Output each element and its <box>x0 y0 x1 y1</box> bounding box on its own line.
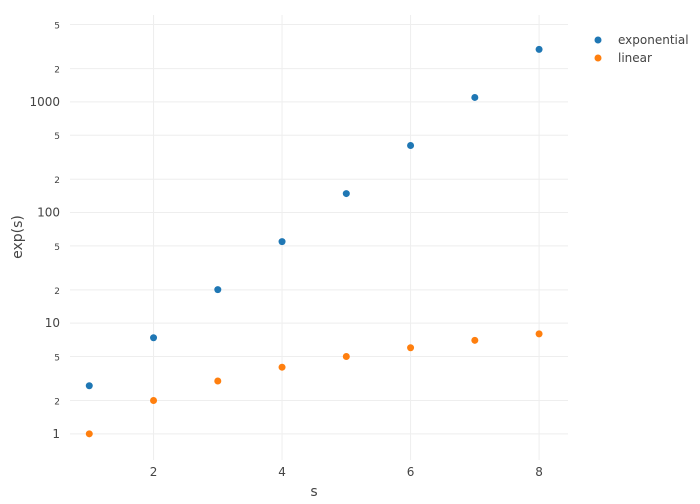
linear-point <box>85 430 93 438</box>
linear-point <box>535 330 543 338</box>
y-tick-label: 1000 <box>29 95 60 109</box>
legend-label-exponential: exponential <box>618 33 689 47</box>
linear-point <box>214 377 222 385</box>
y-tick-label: 2 <box>54 287 60 297</box>
y-axis-label: exp(s) <box>10 215 26 259</box>
linear-point <box>471 336 479 344</box>
linear-point <box>342 352 350 360</box>
exponential-point <box>471 93 479 101</box>
data-points <box>85 45 543 438</box>
exponential-point <box>407 142 415 150</box>
y-tick-labels: 1 2 5 10 2 5 100 2 5 1000 2 5 <box>29 22 60 441</box>
y-tick-label: 10 <box>45 316 60 330</box>
linear-point <box>278 363 286 371</box>
exponential-point <box>535 45 543 53</box>
exponential-point <box>278 238 286 246</box>
gridlines <box>70 15 568 460</box>
legend-label-linear: linear <box>618 51 652 65</box>
x-tick-label: 2 <box>150 465 158 479</box>
exponential-point <box>85 382 93 390</box>
y-tick-label: 100 <box>37 206 60 220</box>
x-axis-label: s <box>310 484 317 500</box>
y-tick-label: 2 <box>54 66 60 76</box>
y-tick-label: 5 <box>54 22 60 32</box>
y-tick-label: 1 <box>52 427 60 441</box>
y-tick-label: 5 <box>54 353 60 363</box>
exponential-point <box>342 190 350 198</box>
y-tick-label: 5 <box>54 132 60 142</box>
x-tick-label: 4 <box>278 465 286 479</box>
legend: exponential linear <box>594 33 689 65</box>
linear-point <box>407 344 415 352</box>
x-tick-label: 8 <box>535 465 543 479</box>
y-tick-label: 2 <box>54 398 60 408</box>
x-tick-label: 6 <box>407 465 415 479</box>
y-tick-label: 5 <box>54 243 60 253</box>
exponential-point <box>150 334 158 342</box>
linear-point <box>150 397 158 405</box>
x-tick-labels: 2 4 6 8 <box>150 465 543 479</box>
y-tick-label: 2 <box>54 176 60 186</box>
legend-marker-exponential <box>594 36 602 44</box>
legend-marker-linear <box>594 54 602 62</box>
exponential-point <box>214 286 222 294</box>
